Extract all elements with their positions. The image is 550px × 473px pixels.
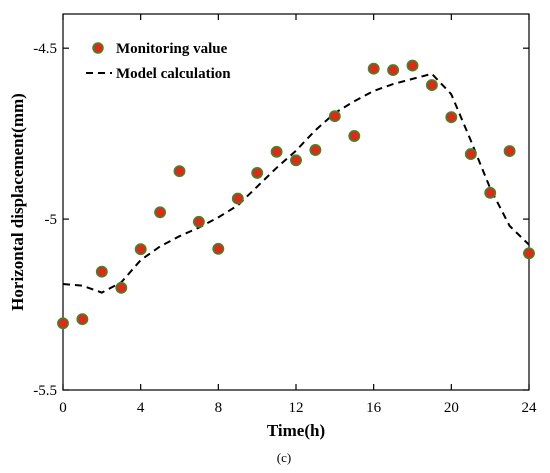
y-axis-label: Horizontal displacement(mm): [8, 93, 27, 311]
monitoring-point: [503, 145, 516, 158]
monitoring-point: [387, 64, 400, 77]
x-tick-label: 0: [59, 400, 67, 416]
monitoring-point: [523, 247, 535, 260]
legend-label-model: Model calculation: [116, 66, 231, 82]
y-tick-label: -5.5: [33, 383, 57, 399]
ticks: [62, 14, 530, 391]
x-tick-label: 24: [522, 400, 538, 416]
monitoring-markers: [57, 59, 535, 330]
monitoring-point: [173, 165, 186, 178]
monitoring-point: [134, 243, 147, 256]
monitoring-point: [115, 281, 128, 294]
monitoring-point: [154, 206, 167, 219]
figure-caption: (c): [277, 450, 291, 465]
monitoring-point: [406, 59, 419, 72]
monitoring-point: [425, 79, 438, 92]
monitoring-point: [309, 144, 322, 156]
monitoring-point: [484, 186, 497, 199]
monitoring-point: [464, 148, 477, 161]
monitoring-point: [95, 265, 108, 278]
monitoring-point: [270, 145, 283, 158]
x-tick-label: 12: [289, 400, 304, 416]
x-tick-label: 16: [366, 400, 382, 416]
legend: Monitoring value Model calculation: [86, 41, 231, 82]
x-tick-label: 20: [444, 400, 459, 416]
monitoring-point: [231, 192, 244, 205]
x-axis-label: Time(h): [267, 421, 325, 440]
monitoring-point: [251, 166, 264, 179]
y-tick-label: -5: [45, 212, 58, 228]
model-calculation-line: [62, 72, 530, 294]
monitoring-point: [76, 313, 89, 326]
x-tick-label: 8: [215, 400, 223, 416]
y-tick-label: -4.5: [33, 41, 57, 57]
legend-marker-monitoring: [92, 42, 104, 54]
monitoring-point: [192, 215, 205, 228]
monitoring-point: [57, 317, 69, 330]
monitoring-point: [328, 110, 341, 123]
monitoring-point: [212, 242, 225, 255]
monitoring-point: [290, 154, 302, 167]
monitoring-point: [445, 111, 458, 124]
monitoring-point: [367, 62, 380, 75]
x-tick-label: 4: [137, 400, 145, 416]
monitoring-point: [348, 130, 361, 142]
tick-labels: 0 4 8 12 16 20 24 -4.5 -5 -5.5: [33, 41, 537, 416]
legend-label-monitoring: Monitoring value: [116, 41, 228, 57]
